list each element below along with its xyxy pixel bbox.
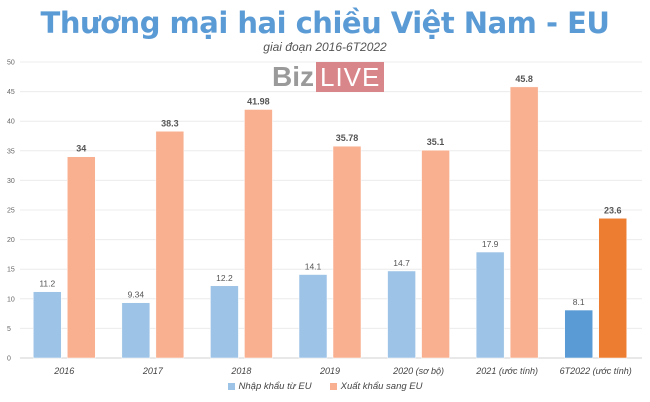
x-tick-label: 2018 <box>230 366 251 376</box>
data-label: 34 <box>76 144 86 154</box>
bar-export <box>67 156 96 359</box>
legend-swatch <box>329 383 337 390</box>
logo-live: LIVE <box>316 62 385 92</box>
x-tick-label: 2019 <box>319 366 340 376</box>
chart-subtitle: giai đoạn 2016-6T2022 <box>263 40 387 54</box>
bar-export <box>421 149 450 359</box>
bar-export <box>155 131 185 359</box>
y-tick-label: 45 <box>7 89 15 96</box>
bar-export <box>244 109 273 359</box>
y-tick-label: 30 <box>7 178 15 185</box>
data-label: 14.7 <box>393 258 410 268</box>
y-tick-label: 25 <box>7 208 15 215</box>
x-tick-label: 2017 <box>142 366 164 376</box>
logo-biz: Biz <box>272 61 314 92</box>
data-label: 23.6 <box>604 205 622 215</box>
chart-title: Thương mại hai chiều Việt Nam - EU <box>40 6 610 40</box>
x-tick-label: 2016 <box>53 366 74 376</box>
bar-import <box>387 270 416 359</box>
data-label: 12.2 <box>216 273 233 283</box>
data-label: 35.78 <box>336 133 359 143</box>
x-tick-label: 2020 (sơ bộ) <box>392 366 444 376</box>
bar-export <box>598 218 627 359</box>
y-tick-label: 5 <box>7 326 11 333</box>
data-label: 17.9 <box>482 239 499 249</box>
data-label: 14.1 <box>305 262 322 272</box>
y-tick-label: 40 <box>7 119 15 126</box>
bar-import <box>210 285 239 359</box>
bar-import <box>33 291 62 359</box>
x-tick-label: 6T2022 (ước tính) <box>560 366 632 376</box>
legend: Nhập khẩu từ EU Xuất khẩu sang EU <box>0 381 650 392</box>
bar-import <box>564 309 593 359</box>
legend-item-export: Xuất khẩu sang EU <box>329 381 423 392</box>
y-tick-label: 20 <box>7 237 15 244</box>
data-label: 41.98 <box>247 96 270 106</box>
data-label: 45.8 <box>515 74 533 84</box>
y-tick-label: 50 <box>7 60 15 67</box>
x-tick-label: 2021 (ước tính) <box>475 366 538 376</box>
data-label: 8.1 <box>573 297 585 307</box>
legend-item-import: Nhập khẩu từ EU <box>227 381 312 392</box>
y-tick-label: 15 <box>7 267 15 274</box>
bar-export <box>509 86 539 359</box>
y-tick-label: 35 <box>7 148 15 155</box>
bar-import <box>298 274 328 359</box>
legend-swatch <box>227 383 235 390</box>
data-label: 35.1 <box>427 137 445 147</box>
y-tick-label: 10 <box>7 296 15 303</box>
legend-label: Nhập khẩu từ EU <box>238 381 312 392</box>
bar-export <box>332 145 362 359</box>
bar-import <box>121 302 151 359</box>
y-tick-label: 0 <box>7 356 11 363</box>
bar-import <box>475 251 505 359</box>
legend-label: Xuất khẩu sang EU <box>340 381 423 392</box>
bizlive-logo: Biz LIVE <box>272 61 385 92</box>
data-label: 9.34 <box>128 290 145 300</box>
data-label: 11.2 <box>39 279 55 289</box>
data-label: 38.3 <box>161 118 179 128</box>
